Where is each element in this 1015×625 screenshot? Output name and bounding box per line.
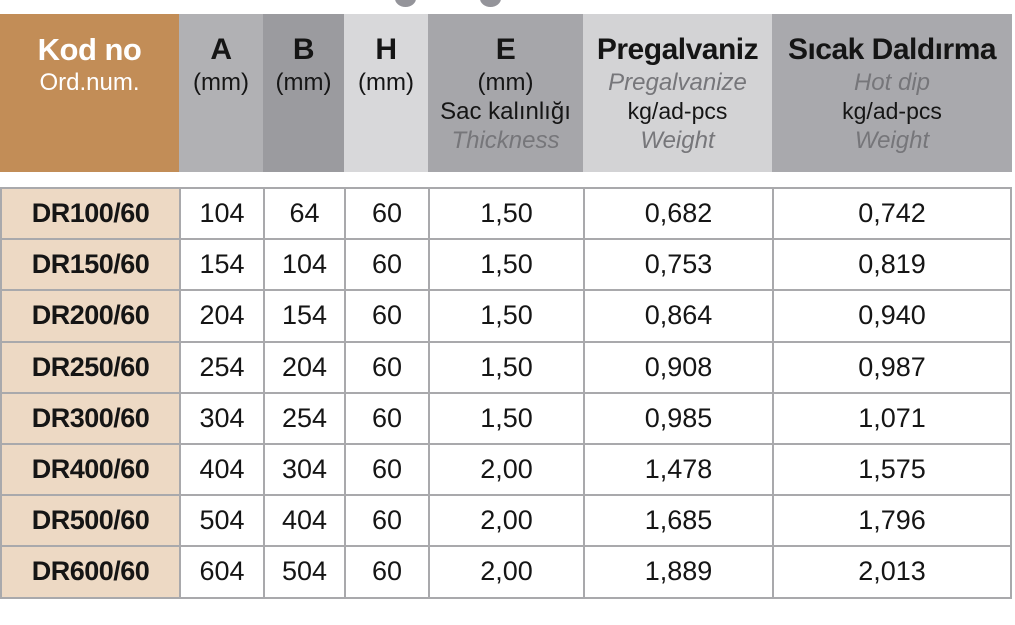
cell-pregalvaniz-weight: 0,985 — [583, 391, 774, 445]
header-title: A — [210, 33, 232, 66]
cell-pregalvaniz-weight: 0,908 — [583, 340, 774, 394]
header-cell-sicak-daldirma: Sıcak Daldırma Hot dip kg/ad-pcs Weight — [772, 14, 1012, 172]
cell-a: 104 — [179, 186, 265, 241]
cell-e: 1,50 — [428, 186, 585, 241]
row-label: DR300/60 — [0, 391, 181, 445]
cell-b: 504 — [263, 545, 346, 599]
row-label: DR150/60 — [0, 238, 181, 292]
cell-a: 504 — [179, 494, 265, 548]
header-unit: kg/ad-pcs — [842, 98, 942, 124]
header-label-en: Pregalvanize — [608, 69, 747, 96]
header-title: Pregalvaniz — [596, 33, 759, 66]
cell-b: 204 — [263, 340, 346, 394]
cell-pregalvaniz-weight: 0,682 — [583, 186, 774, 241]
table-row: DR150/60 154 104 60 1,50 0,753 0,819 — [0, 238, 1012, 292]
header-cell-a: A (mm) — [179, 14, 263, 172]
header-label-tr: Sac kalınlığı — [440, 98, 571, 125]
header-subtitle: Ord.num. — [39, 69, 140, 96]
cell-e: 2,00 — [428, 442, 585, 497]
cell-a: 254 — [179, 340, 265, 394]
cell-a: 204 — [179, 289, 265, 343]
cell-b: 254 — [263, 391, 346, 445]
cell-a: 604 — [179, 545, 265, 599]
row-label: DR600/60 — [0, 545, 181, 599]
table-row: DR300/60 304 254 60 1,50 0,985 1,071 — [0, 391, 1012, 445]
cell-hotdip-weight: 0,742 — [772, 186, 1012, 241]
cell-a: 404 — [179, 442, 265, 497]
cell-pregalvaniz-weight: 0,753 — [583, 238, 774, 292]
header-unit: (mm) — [358, 69, 414, 96]
cell-hotdip-weight: 2,013 — [772, 545, 1012, 599]
cell-h: 60 — [344, 238, 430, 292]
row-label: DR400/60 — [0, 442, 181, 497]
header-title: E — [495, 33, 516, 66]
row-label: DR100/60 — [0, 186, 181, 241]
cell-h: 60 — [344, 545, 430, 599]
cell-b: 104 — [263, 238, 346, 292]
cell-hotdip-weight: 0,819 — [772, 238, 1012, 292]
header-unit: (mm) — [275, 69, 332, 96]
screw-hole-icon — [480, 0, 501, 7]
cell-e: 1,50 — [428, 340, 585, 394]
header-cell-h: H (mm) — [344, 14, 428, 172]
header-unit: kg/ad-pcs — [627, 98, 728, 124]
cell-h: 60 — [344, 391, 430, 445]
cell-pregalvaniz-weight: 1,685 — [583, 494, 774, 548]
screw-hole-icon — [395, 0, 416, 7]
row-label: DR200/60 — [0, 289, 181, 343]
cell-hotdip-weight: 1,071 — [772, 391, 1012, 445]
cell-hotdip-weight: 1,796 — [772, 494, 1012, 548]
header-cell-b: B (mm) — [263, 14, 344, 172]
header-title: B — [292, 33, 315, 66]
header-title: Kod no — [37, 32, 142, 67]
table-row: DR100/60 104 64 60 1,50 0,682 0,742 — [0, 186, 1012, 241]
cell-b: 304 — [263, 442, 346, 497]
table-row: DR200/60 204 154 60 1,50 0,864 0,940 — [0, 289, 1012, 343]
cell-b: 64 — [263, 186, 346, 241]
cell-pregalvaniz-weight: 1,889 — [583, 545, 774, 599]
cell-e: 1,50 — [428, 391, 585, 445]
header-title: Sıcak Daldırma — [787, 33, 997, 66]
cell-hotdip-weight: 1,575 — [772, 442, 1012, 497]
spec-table: DR100/60 104 64 60 1,50 0,682 0,742 DR15… — [0, 186, 1012, 599]
cell-h: 60 — [344, 186, 430, 241]
header-cell-e: E (mm) Sac kalınlığı Thickness — [428, 14, 583, 172]
cell-hotdip-weight: 0,940 — [772, 289, 1012, 343]
cell-e: 2,00 — [428, 494, 585, 548]
header-label-en: Weight — [854, 127, 930, 154]
header-label-en: Hot dip — [853, 69, 931, 96]
cell-b: 404 — [263, 494, 346, 548]
header-cell-kod-no: Kod no Ord.num. — [0, 14, 179, 172]
header-unit: (mm) — [193, 69, 249, 96]
header-label-en: Weight — [640, 127, 715, 154]
table-row: DR500/60 504 404 60 2,00 1,685 1,796 — [0, 494, 1012, 548]
cell-a: 154 — [179, 238, 265, 292]
cell-hotdip-weight: 0,987 — [772, 340, 1012, 394]
cell-pregalvaniz-weight: 0,864 — [583, 289, 774, 343]
cell-pregalvaniz-weight: 1,478 — [583, 442, 774, 497]
header-title: H — [375, 33, 397, 66]
cell-h: 60 — [344, 340, 430, 394]
header-label-en: Thickness — [451, 127, 560, 154]
row-label: DR500/60 — [0, 494, 181, 548]
row-label: DR250/60 — [0, 340, 181, 394]
header-unit: (mm) — [477, 69, 534, 96]
cell-e: 1,50 — [428, 289, 585, 343]
table-row: DR600/60 604 504 60 2,00 1,889 2,013 — [0, 545, 1012, 599]
cell-a: 304 — [179, 391, 265, 445]
cell-e: 2,00 — [428, 545, 585, 599]
header-cell-pregalvaniz: Pregalvaniz Pregalvanize kg/ad-pcs Weigh… — [583, 14, 772, 172]
table-header-row: Kod no Ord.num. A (mm) B (mm) H (mm) E (… — [0, 14, 1012, 172]
table-row: DR250/60 254 204 60 1,50 0,908 0,987 — [0, 340, 1012, 394]
cell-h: 60 — [344, 494, 430, 548]
cell-b: 154 — [263, 289, 346, 343]
table-row: DR400/60 404 304 60 2,00 1,478 1,575 — [0, 442, 1012, 497]
cell-h: 60 — [344, 289, 430, 343]
cell-e: 1,50 — [428, 238, 585, 292]
cell-h: 60 — [344, 442, 430, 497]
